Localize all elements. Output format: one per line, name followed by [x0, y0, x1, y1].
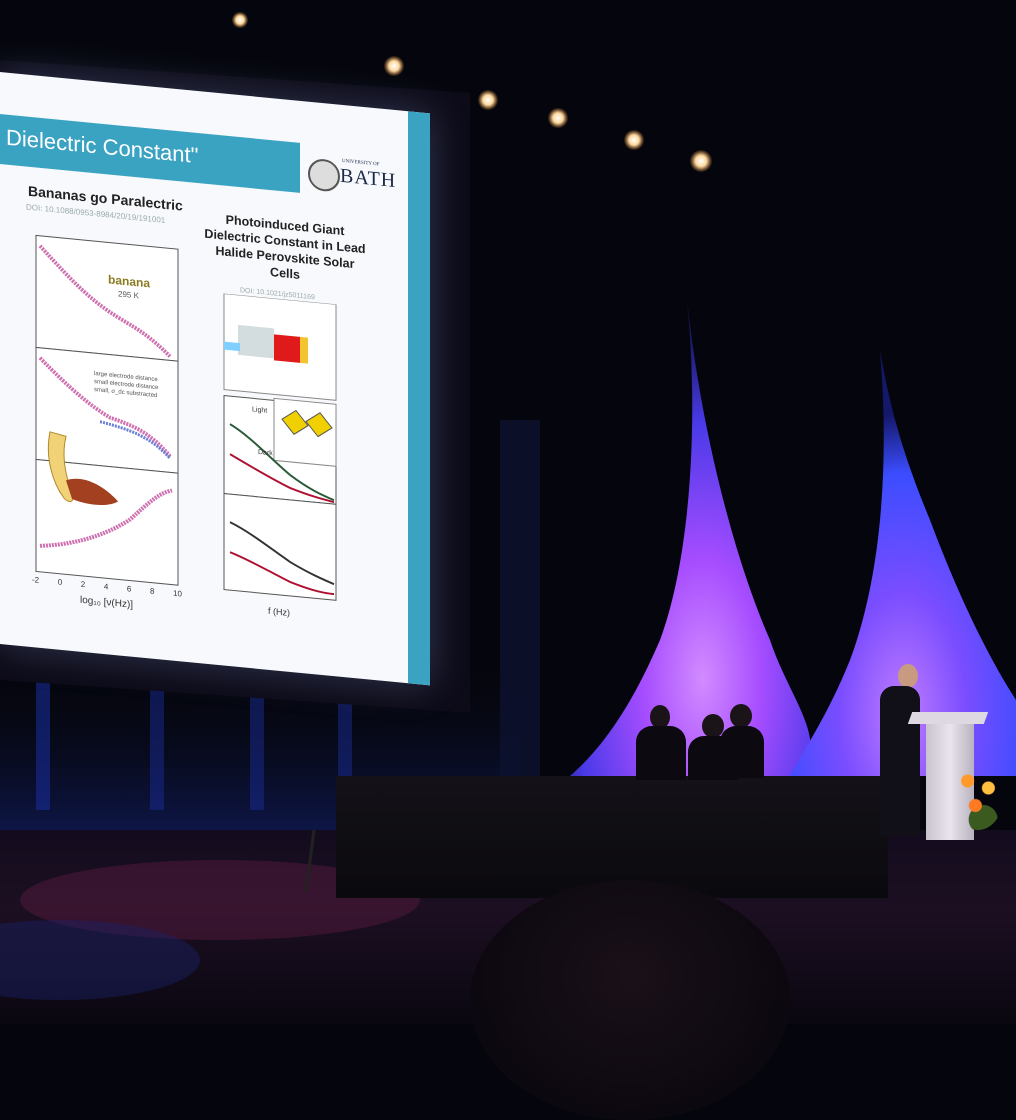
stage-light-glow — [0, 829, 420, 1000]
ceiling-spotlight — [232, 12, 248, 28]
panelist-head — [650, 705, 670, 729]
ceiling-spotlight — [690, 150, 712, 172]
panelist — [636, 726, 686, 780]
conference-stage-photo: Dielectric Constant" UNIVERSITY OF BATH … — [0, 12, 1016, 1120]
presentation-slide: Dielectric Constant" UNIVERSITY OF BATH … — [0, 72, 430, 686]
panelist-head — [702, 714, 724, 738]
speaker-head — [898, 664, 918, 688]
flower-arrangement — [952, 760, 1004, 830]
speaker — [880, 686, 920, 836]
left-panel-plots — [35, 234, 179, 586]
ceiling-spotlight — [624, 130, 644, 150]
panelist — [720, 726, 764, 778]
lectern-top — [907, 712, 989, 724]
ceiling-spotlight — [478, 90, 498, 110]
panel-table — [336, 776, 888, 898]
ceiling-spotlight — [384, 56, 404, 76]
audience-head-silhouette — [470, 880, 790, 1120]
ceiling-spotlight — [548, 108, 568, 128]
panelist-head — [730, 704, 752, 728]
stage-drape-left — [570, 290, 1016, 776]
right-panel-plots — [223, 293, 337, 601]
